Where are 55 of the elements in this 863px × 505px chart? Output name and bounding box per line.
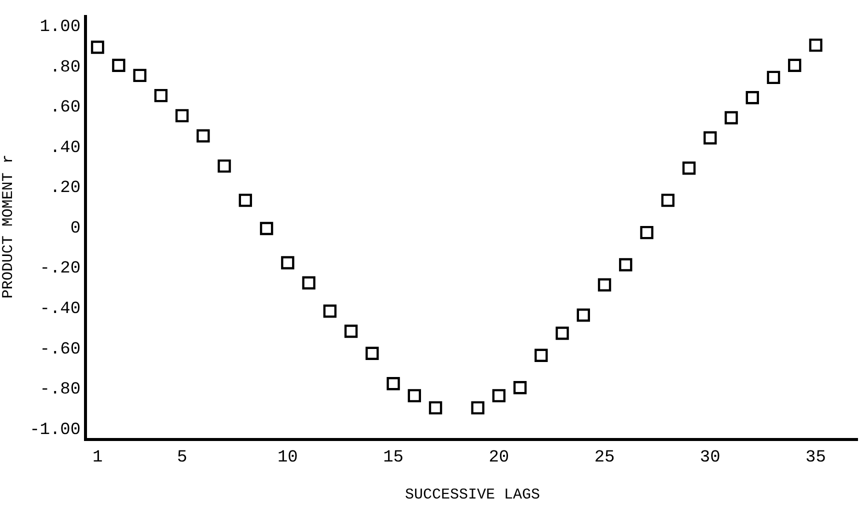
y-tick-label: .80 xyxy=(50,58,81,78)
point xyxy=(154,88,168,102)
y-tick-label: 1.00 xyxy=(40,18,81,38)
x-tick-label: 1 xyxy=(92,448,103,468)
x-tick-label: 5 xyxy=(176,448,188,468)
point xyxy=(471,401,484,414)
y-tick-label: -.40 xyxy=(40,300,81,320)
point xyxy=(766,70,780,84)
x-tick-label: 15 xyxy=(383,448,404,468)
point xyxy=(281,256,294,270)
point xyxy=(196,129,210,142)
point xyxy=(302,276,316,290)
x-tick-label: 30 xyxy=(700,448,720,468)
point xyxy=(534,348,548,362)
point xyxy=(133,68,146,82)
point xyxy=(746,90,759,104)
point xyxy=(90,40,104,54)
y-tick-label: .20 xyxy=(50,179,81,198)
point xyxy=(513,381,527,394)
x-axis-title: SUCCESSIVE LAGS xyxy=(404,486,540,504)
point xyxy=(704,131,717,144)
point xyxy=(724,111,738,124)
point xyxy=(175,109,189,122)
point xyxy=(492,389,506,402)
y-tick-label: -.20 xyxy=(40,260,81,279)
y-axis-title: PRODUCT MOMENT r xyxy=(0,154,17,299)
point xyxy=(576,308,590,322)
point xyxy=(598,278,612,292)
x-tick-label: 35 xyxy=(806,448,826,468)
point xyxy=(640,226,654,240)
point xyxy=(408,389,422,402)
point xyxy=(238,194,252,207)
point xyxy=(682,161,696,175)
x-tick-label: 20 xyxy=(488,448,510,468)
y-tick-label: -1.00 xyxy=(30,420,81,440)
point xyxy=(386,377,400,390)
point xyxy=(218,159,231,173)
x-tick-label: 10 xyxy=(277,448,298,468)
point xyxy=(809,38,822,52)
point xyxy=(428,401,442,414)
y-tick-label: .60 xyxy=(50,98,81,118)
y-tick-label: -.60 xyxy=(40,340,81,360)
point xyxy=(323,304,337,318)
point xyxy=(788,58,802,72)
point xyxy=(619,258,632,272)
x-tick-label: 25 xyxy=(594,448,615,468)
point xyxy=(366,346,379,360)
y-tick-label: -.80 xyxy=(40,380,81,400)
point xyxy=(260,222,274,236)
point xyxy=(112,58,126,72)
y-tick-label: 0 xyxy=(70,219,81,238)
point xyxy=(661,194,674,207)
point xyxy=(556,326,569,340)
y-tick-label: .40 xyxy=(50,138,81,158)
point xyxy=(344,324,358,338)
